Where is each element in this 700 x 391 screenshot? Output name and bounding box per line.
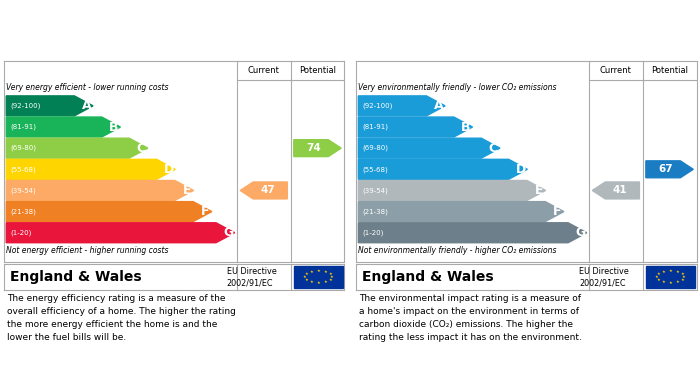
Bar <box>294 266 343 288</box>
Text: (55-68): (55-68) <box>363 166 389 172</box>
Text: ★: ★ <box>668 269 672 273</box>
Text: D: D <box>516 163 526 176</box>
Text: (92-100): (92-100) <box>363 102 393 109</box>
Text: ★: ★ <box>303 275 307 279</box>
Text: A: A <box>434 99 443 112</box>
Text: ★: ★ <box>662 270 666 274</box>
Text: C: C <box>489 142 498 155</box>
Text: ★: ★ <box>309 270 314 274</box>
Text: C: C <box>136 142 146 155</box>
Polygon shape <box>358 223 587 243</box>
Text: Current: Current <box>248 66 280 75</box>
Text: 41: 41 <box>612 185 627 196</box>
Text: D: D <box>164 163 174 176</box>
Text: Energy Efficiency Rating: Energy Efficiency Rating <box>8 23 180 37</box>
Polygon shape <box>6 159 175 179</box>
Text: ★: ★ <box>323 280 327 284</box>
Text: E: E <box>535 184 543 197</box>
Text: EU Directive
2002/91/EC: EU Directive 2002/91/EC <box>579 267 629 287</box>
Text: ★: ★ <box>676 280 679 284</box>
Text: G: G <box>575 226 585 239</box>
Text: ★: ★ <box>676 270 679 274</box>
Text: Potential: Potential <box>651 66 688 75</box>
Text: ★: ★ <box>304 278 309 282</box>
Text: (69-80): (69-80) <box>10 145 36 151</box>
Polygon shape <box>6 181 193 201</box>
Polygon shape <box>358 117 473 137</box>
Text: Very energy efficient - lower running costs: Very energy efficient - lower running co… <box>6 83 169 92</box>
Text: (1-20): (1-20) <box>363 230 384 236</box>
Text: EU Directive
2002/91/EC: EU Directive 2002/91/EC <box>227 267 276 287</box>
Text: ★: ★ <box>668 281 672 285</box>
Text: ★: ★ <box>682 275 686 279</box>
Text: (81-91): (81-91) <box>363 124 389 130</box>
Polygon shape <box>358 159 527 179</box>
Polygon shape <box>358 96 445 116</box>
Text: B: B <box>461 120 471 133</box>
Text: Current: Current <box>600 66 632 75</box>
Text: (39-54): (39-54) <box>363 187 389 194</box>
Polygon shape <box>358 138 500 158</box>
Polygon shape <box>646 161 693 178</box>
Text: F: F <box>201 205 209 218</box>
Text: ★: ★ <box>662 280 666 284</box>
Text: ★: ★ <box>655 275 659 279</box>
Text: 47: 47 <box>260 185 275 196</box>
Text: B: B <box>109 120 119 133</box>
Text: Not environmentally friendly - higher CO₂ emissions: Not environmentally friendly - higher CO… <box>358 246 556 255</box>
Text: The energy efficiency rating is a measure of the
overall efficiency of a home. T: The energy efficiency rating is a measur… <box>7 294 236 342</box>
Text: ★: ★ <box>657 278 661 282</box>
Bar <box>646 266 695 288</box>
Text: (81-91): (81-91) <box>10 124 36 130</box>
Text: 67: 67 <box>659 164 673 174</box>
Text: 74: 74 <box>307 143 321 153</box>
Text: (69-80): (69-80) <box>363 145 389 151</box>
Text: (55-68): (55-68) <box>10 166 36 172</box>
Polygon shape <box>592 182 639 199</box>
Text: ★: ★ <box>323 270 327 274</box>
Polygon shape <box>240 182 287 199</box>
Polygon shape <box>358 181 545 201</box>
Polygon shape <box>6 96 93 116</box>
Polygon shape <box>294 140 341 157</box>
Polygon shape <box>358 202 564 222</box>
Text: F: F <box>553 205 561 218</box>
Text: ★: ★ <box>309 280 314 284</box>
Text: Potential: Potential <box>299 66 336 75</box>
Text: ★: ★ <box>316 281 320 285</box>
Text: ★: ★ <box>680 278 684 282</box>
Polygon shape <box>6 202 212 222</box>
Text: (92-100): (92-100) <box>10 102 41 109</box>
Text: ★: ★ <box>680 272 684 276</box>
Text: England & Wales: England & Wales <box>10 270 142 284</box>
Text: England & Wales: England & Wales <box>363 270 494 284</box>
Polygon shape <box>6 117 120 137</box>
Text: G: G <box>223 226 233 239</box>
Text: E: E <box>183 184 191 197</box>
Text: (39-54): (39-54) <box>10 187 36 194</box>
Text: ★: ★ <box>304 272 309 276</box>
Text: The environmental impact rating is a measure of
a home's impact on the environme: The environmental impact rating is a mea… <box>359 294 582 342</box>
Text: ★: ★ <box>657 272 661 276</box>
Text: (21-38): (21-38) <box>363 208 389 215</box>
Polygon shape <box>6 223 235 243</box>
Polygon shape <box>6 138 148 158</box>
Text: (21-38): (21-38) <box>10 208 36 215</box>
Text: ★: ★ <box>316 269 320 273</box>
Text: Environmental Impact (CO₂) Rating: Environmental Impact (CO₂) Rating <box>360 23 607 37</box>
Text: ★: ★ <box>328 272 332 276</box>
Text: ★: ★ <box>330 275 334 279</box>
Text: Not energy efficient - higher running costs: Not energy efficient - higher running co… <box>6 246 169 255</box>
Text: Very environmentally friendly - lower CO₂ emissions: Very environmentally friendly - lower CO… <box>358 83 556 92</box>
Text: (1-20): (1-20) <box>10 230 32 236</box>
Text: A: A <box>82 99 91 112</box>
Text: ★: ★ <box>328 278 332 282</box>
